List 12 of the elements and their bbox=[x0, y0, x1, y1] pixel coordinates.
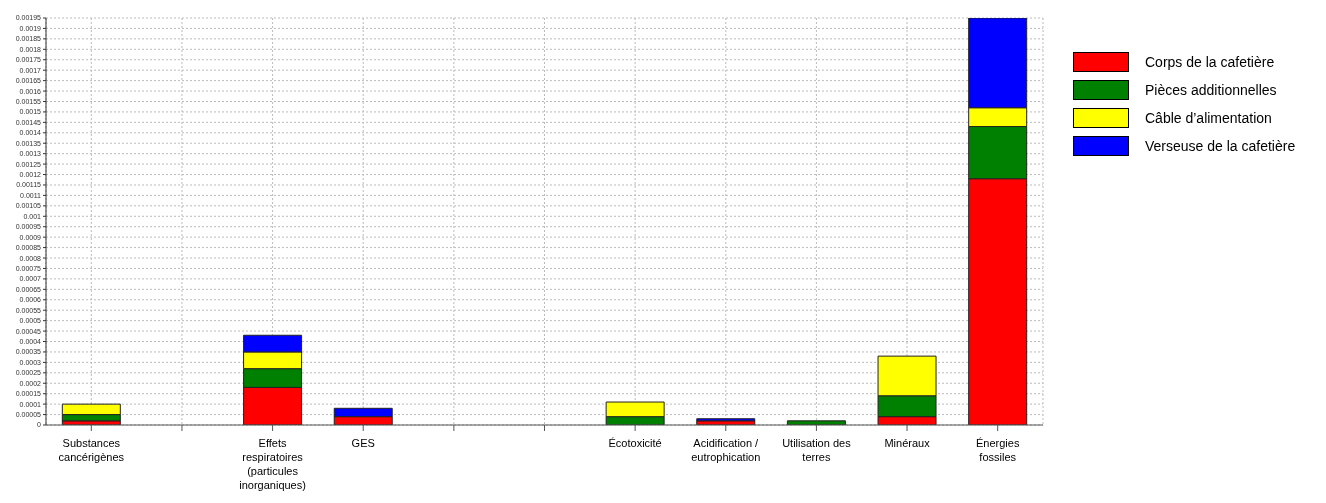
x-tick-label: Minéraux bbox=[884, 437, 931, 449]
x-tick-label: Écotoxicité bbox=[608, 437, 662, 449]
x-tick-label: GES bbox=[351, 437, 375, 449]
x-tick-label: Substances cancérigènes bbox=[58, 437, 125, 463]
legend-label: Corps de la cafetière bbox=[1145, 54, 1275, 70]
legend-label: Câble d’alimentation bbox=[1145, 110, 1272, 126]
legend-label: Verseuse de la cafetière bbox=[1145, 138, 1296, 154]
x-tick-label: Utilisation des terres bbox=[782, 437, 852, 463]
x-tick-label: Acidification / eutrophication bbox=[691, 437, 761, 463]
legend-label: Pièces additionnelles bbox=[1145, 82, 1277, 98]
x-tick-label: Énergies fossiles bbox=[975, 437, 1020, 463]
x-tick-label: Effets respiratoires (particules inorganiques) bbox=[239, 437, 306, 491]
